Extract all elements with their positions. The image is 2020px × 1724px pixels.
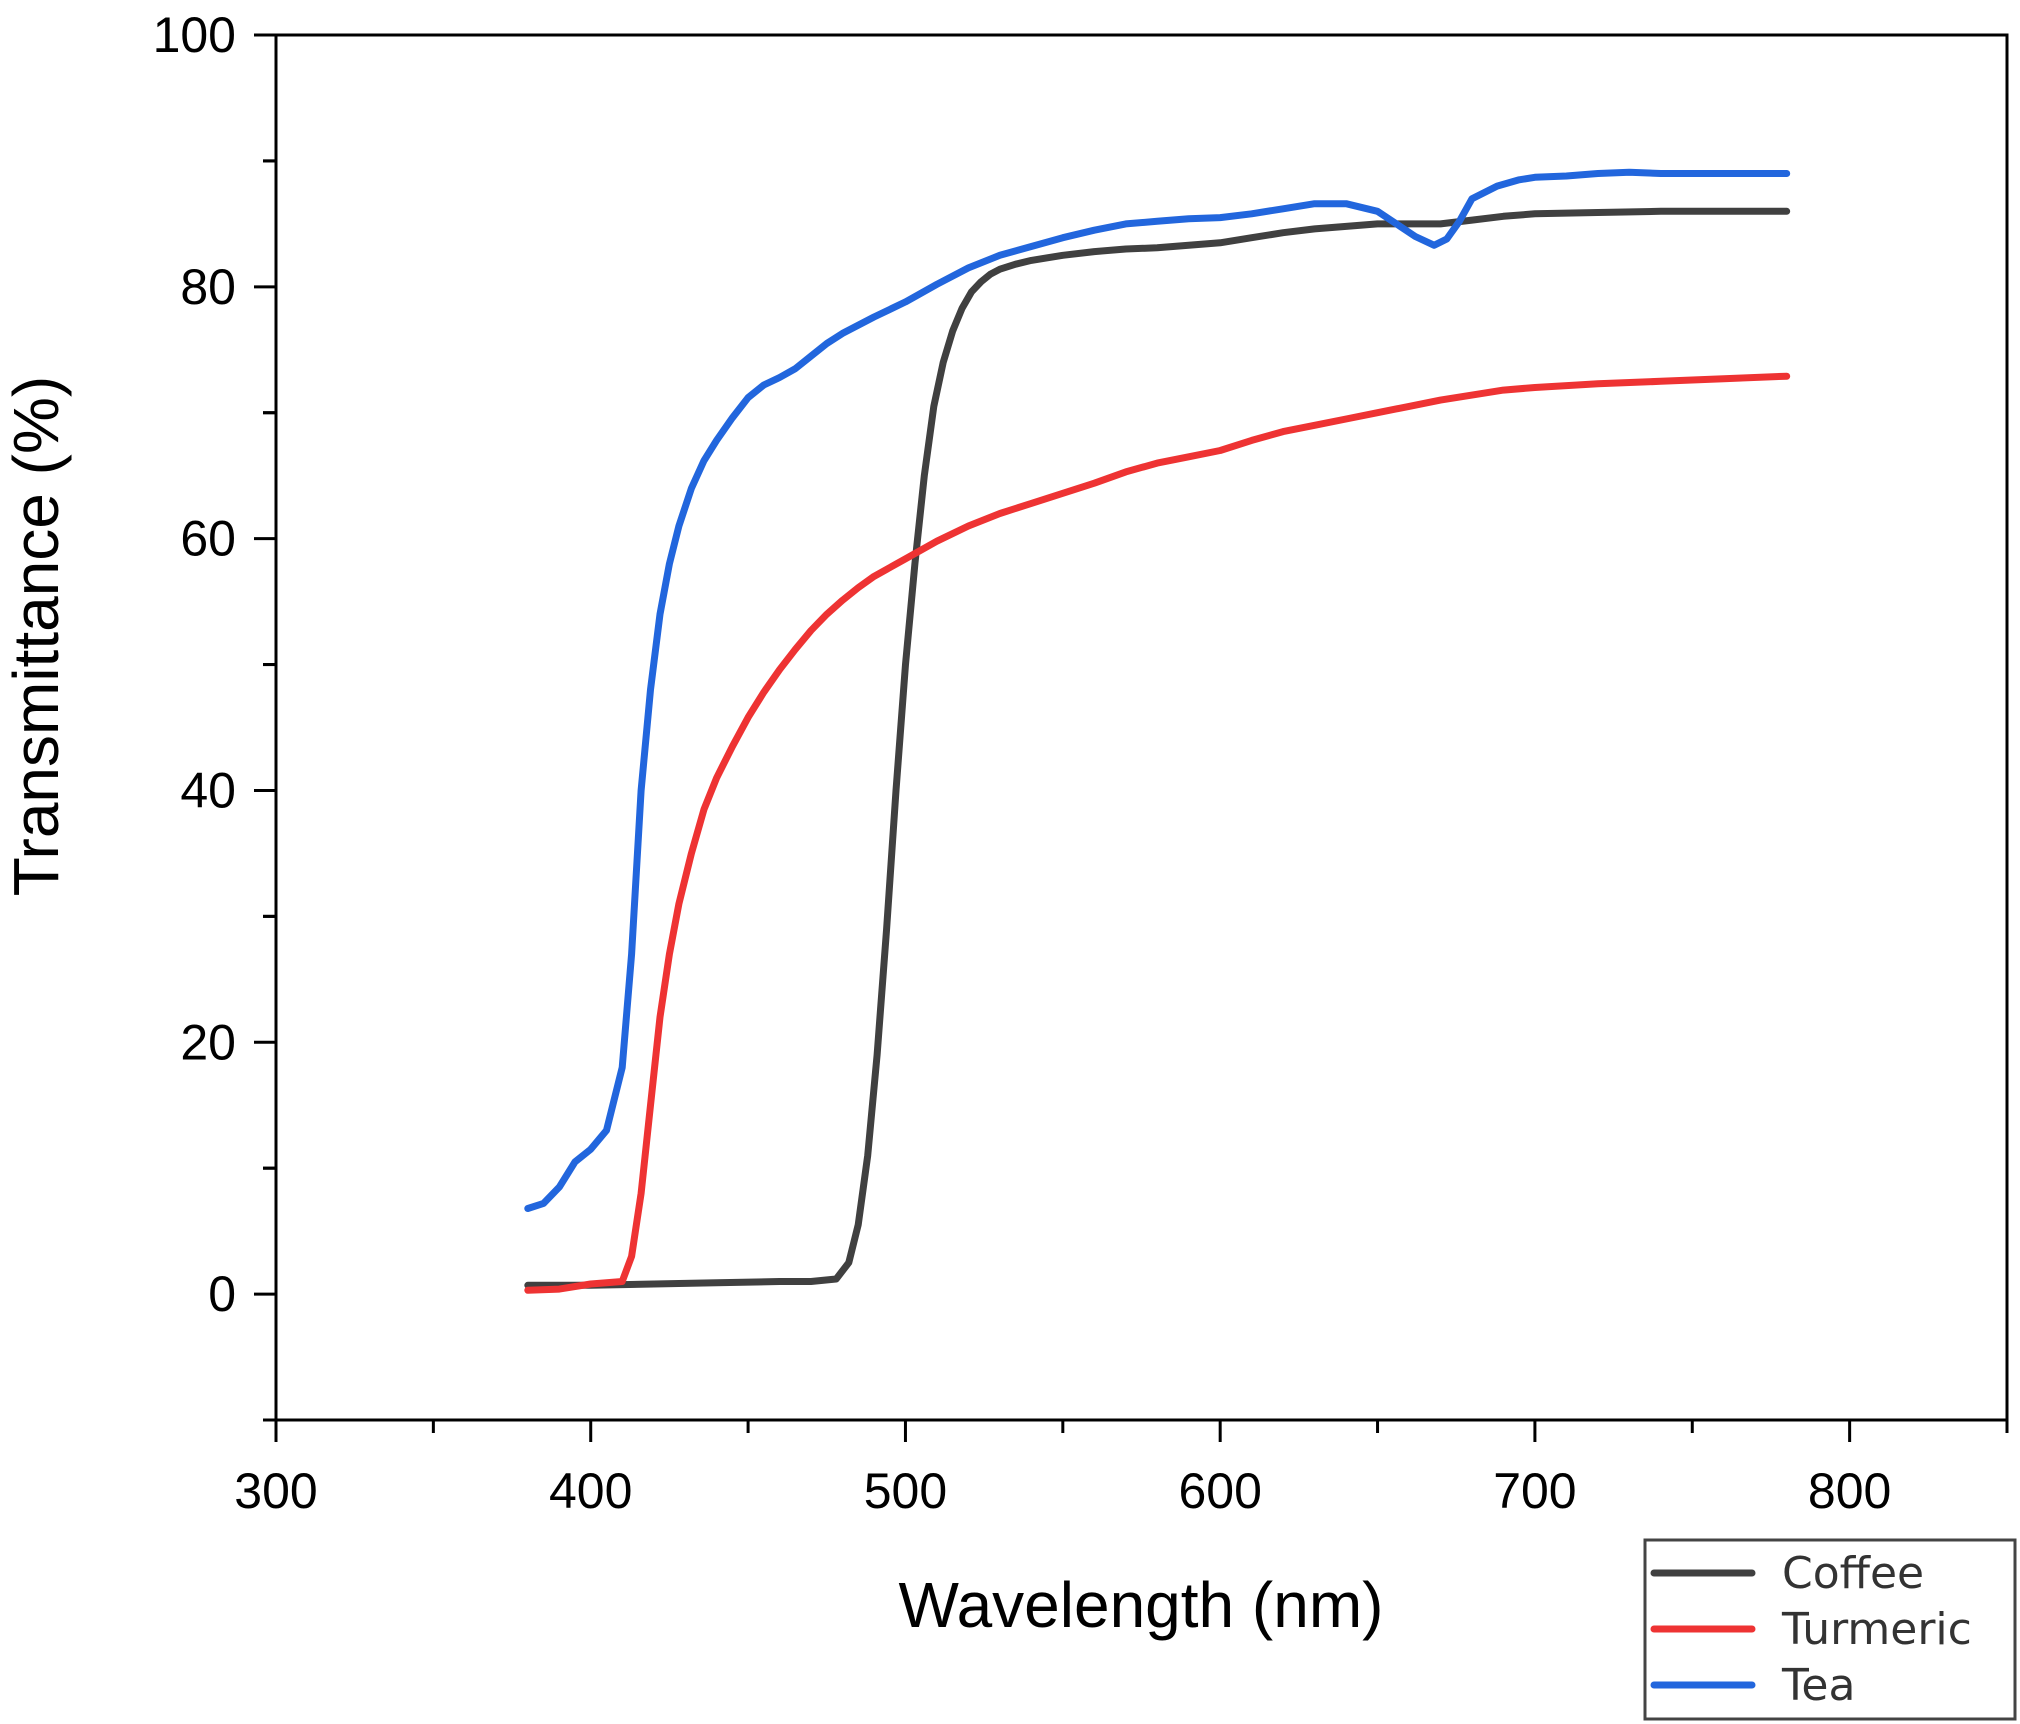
y-tick-label: 100 <box>153 7 236 63</box>
series-line-turmeric <box>524 372 1791 1294</box>
y-tick-label: 0 <box>208 1266 236 1322</box>
series-line-coffee <box>524 207 1791 1289</box>
x-tick-label: 300 <box>234 1463 317 1519</box>
y-tick-label: 80 <box>180 259 236 315</box>
legend-label-turmeric: Turmeric <box>1781 1604 1972 1655</box>
x-axis-title: Wavelength (nm) <box>899 1569 1384 1641</box>
y-axis-title: Transmittance (%) <box>0 376 72 896</box>
legend-label-coffee: Coffee <box>1782 1548 1924 1599</box>
y-tick-label: 20 <box>180 1014 236 1070</box>
x-tick-label: 800 <box>1808 1463 1891 1519</box>
legend-label-tea: Tea <box>1781 1660 1855 1711</box>
y-tick-label: 60 <box>180 511 236 567</box>
x-tick-label: 600 <box>1178 1463 1261 1519</box>
series-line-tea <box>524 168 1791 1212</box>
x-tick-label: 400 <box>549 1463 632 1519</box>
plot-frame <box>274 33 2009 1422</box>
x-tick-label: 500 <box>864 1463 947 1519</box>
y-tick-label: 40 <box>180 762 236 818</box>
x-tick-label: 700 <box>1493 1463 1576 1519</box>
